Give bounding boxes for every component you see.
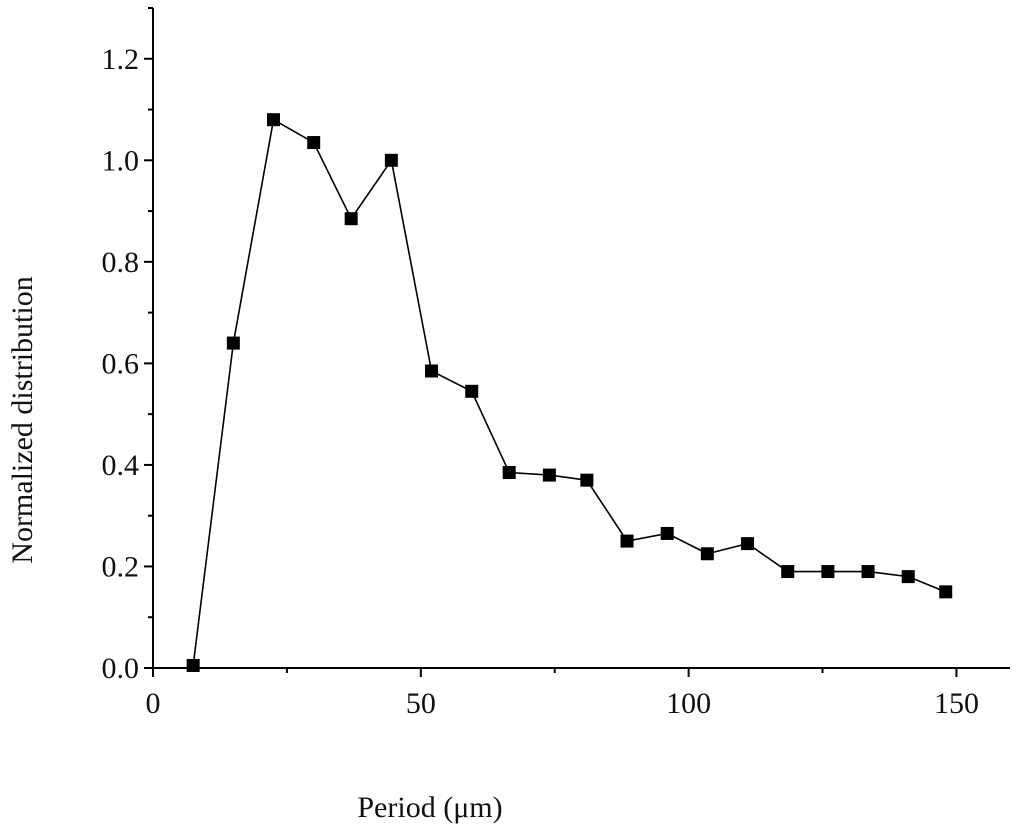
y-tick-label: 0.8 [102,246,140,279]
data-point [700,547,714,561]
y-tick-label: 0.2 [102,550,140,583]
data-point [741,537,755,551]
series-line [192,118,947,666]
data-point [307,136,321,150]
data-point [580,473,594,487]
data-point [267,113,281,127]
x-tick-label: 150 [934,687,979,720]
y-tick-label: 1.2 [102,43,140,76]
x-ticks: 0 50 100 150 [146,668,979,720]
x-tick-label: 100 [666,687,711,720]
data-point [384,153,398,167]
y-tick-label: 0.6 [102,347,140,380]
y-tick-label: 0.0 [102,652,140,685]
data-point [186,658,200,672]
data-point [939,585,953,599]
data-point [425,364,439,378]
y-axis-title: Normalized distribution [6,276,39,563]
x-tick-label: 0 [146,687,161,720]
data-point [226,336,240,350]
data-point [660,526,674,540]
x-axis-title: Period (μm) [357,791,502,824]
data-point [901,570,915,584]
data-point [821,565,835,579]
data-point [620,534,634,548]
y-ticks: 0.0 0.2 0.4 0.6 0.8 1.0 1.2 [102,7,153,685]
data-point [542,468,556,482]
data-point [344,212,358,226]
data-point [502,466,516,480]
data-point [861,565,875,579]
y-tick-label: 0.4 [102,449,140,482]
axes [152,8,1010,669]
x-tick-label: 50 [406,687,436,720]
data-point [781,565,795,579]
y-tick-label: 1.0 [102,144,140,177]
data-point [465,384,479,398]
series-layer [186,113,953,672]
